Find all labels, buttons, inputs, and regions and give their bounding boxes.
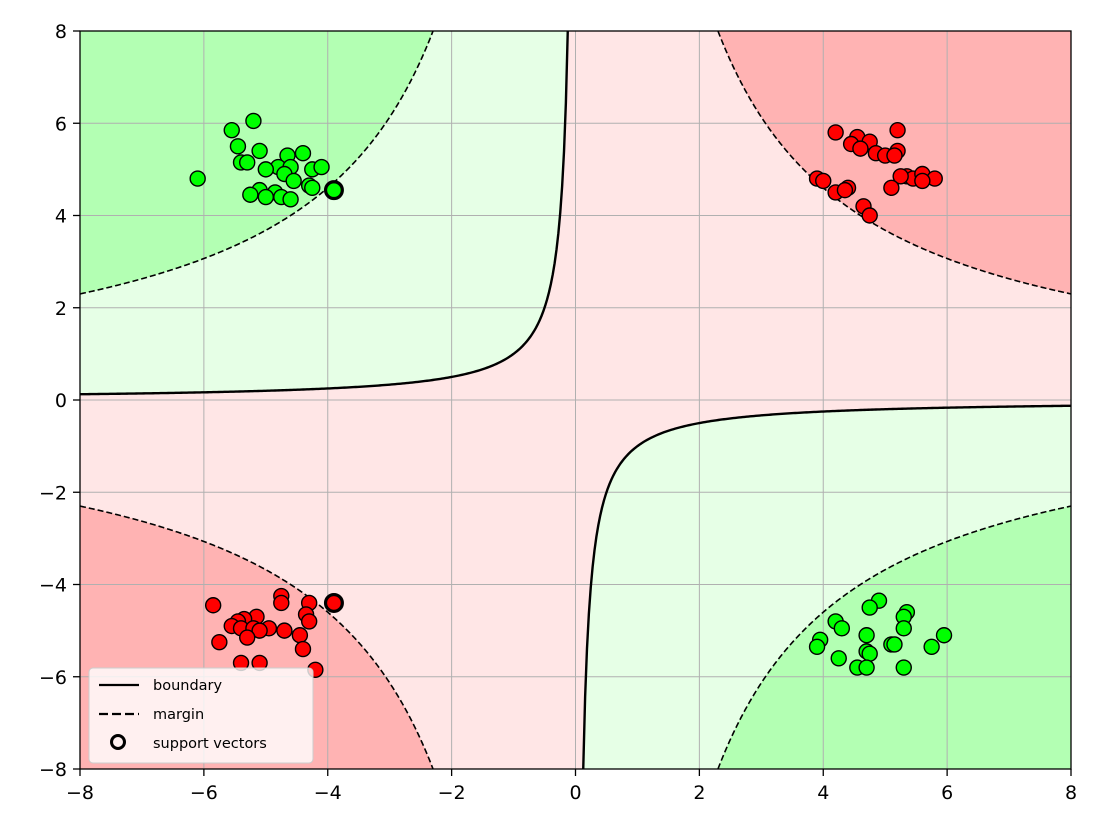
red-point-0 <box>889 121 906 139</box>
red-point-9 <box>886 147 903 164</box>
green-point-38 <box>923 638 940 655</box>
green-point-40 <box>861 645 878 662</box>
red-point-1 <box>827 124 844 141</box>
green-point-44 <box>895 659 912 676</box>
red-point-5 <box>852 140 869 157</box>
green-point-18 <box>304 179 321 197</box>
green-point-20 <box>242 186 259 203</box>
y-tick-label-6: 4 <box>55 206 67 228</box>
x-tick-label-0: −8 <box>66 782 94 804</box>
green-point-3 <box>251 142 268 160</box>
red-point-23 <box>861 207 878 224</box>
y-tick-label-4: 0 <box>55 390 67 412</box>
green-point-41 <box>830 650 847 667</box>
red-point-25 <box>204 597 222 614</box>
y-tick-label-1: −6 <box>39 667 67 689</box>
green-point-1 <box>223 121 240 139</box>
red-point-37 <box>276 622 293 639</box>
boundary-curve-upper <box>80 31 569 396</box>
green-point-33 <box>935 627 953 644</box>
green-point-31 <box>895 620 912 637</box>
x-tick-label-6: 4 <box>817 782 829 804</box>
y-tick-label-5: 2 <box>55 298 67 320</box>
legend: boundary margin support vectors <box>88 667 314 764</box>
axis-ticks: −8 −6 −4 −2 0 2 4 6 8 −8 −6 −4 −2 0 2 4 6 8 <box>39 21 1077 804</box>
y-tick-label-7: 6 <box>55 113 67 135</box>
green-point-4 <box>294 145 312 162</box>
green-point-30 <box>833 620 851 637</box>
green-point-43 <box>858 659 875 676</box>
legend-support-vectors-label: support vectors <box>153 736 267 752</box>
x-tick-label-1: −6 <box>190 782 218 804</box>
decision-curves <box>80 31 1071 769</box>
y-tick-label-8: 8 <box>55 21 67 43</box>
red-point-15 <box>892 168 909 185</box>
green-point-2 <box>229 138 247 155</box>
legend-margin-label: margin <box>153 707 204 723</box>
red-point-27 <box>273 594 290 612</box>
green-point-21 <box>257 188 275 206</box>
green-point-0 <box>245 112 262 130</box>
y-tick-label-0: −8 <box>39 759 67 781</box>
red-point-17 <box>815 172 832 190</box>
legend-support-vectors-swatch <box>110 734 126 750</box>
support-vector-0 <box>323 180 344 201</box>
x-tick-label-8: 8 <box>1065 782 1077 804</box>
green-point-32 <box>858 627 875 644</box>
support-vector-markers <box>323 180 344 613</box>
green-point-12 <box>313 158 330 176</box>
red-point-40 <box>239 629 256 646</box>
green-point-37 <box>886 636 903 653</box>
x-tick-label-7: 6 <box>941 782 953 804</box>
region-green-outer-upper <box>80 31 434 294</box>
red-point-29 <box>300 613 318 630</box>
legend-boundary-label: boundary <box>153 678 223 694</box>
green-point-35 <box>808 638 826 655</box>
red-point-42 <box>294 640 312 658</box>
red-point-41 <box>211 633 228 651</box>
green-point-26 <box>861 599 878 616</box>
green-point-23 <box>282 191 299 208</box>
legend-box <box>88 667 314 764</box>
boundary-curve-lower <box>582 404 1071 769</box>
y-tick-label-2: −4 <box>39 575 67 597</box>
y-tick-label-3: −2 <box>39 482 67 504</box>
green-point-13 <box>189 170 206 187</box>
x-tick-label-2: −4 <box>314 782 342 804</box>
x-tick-label-4: 0 <box>569 782 581 804</box>
red-point-20 <box>883 179 900 197</box>
red-point-38 <box>251 622 268 639</box>
red-point-14 <box>914 172 931 190</box>
red-point-39 <box>291 627 309 644</box>
support-vector-1 <box>323 592 344 613</box>
green-point-7 <box>239 154 256 171</box>
data-points <box>189 112 953 679</box>
green-point-15 <box>285 172 302 190</box>
x-tick-label-3: −2 <box>438 782 466 804</box>
green-point-9 <box>257 161 275 178</box>
x-tick-label-5: 2 <box>693 782 705 804</box>
red-point-21 <box>836 181 854 199</box>
